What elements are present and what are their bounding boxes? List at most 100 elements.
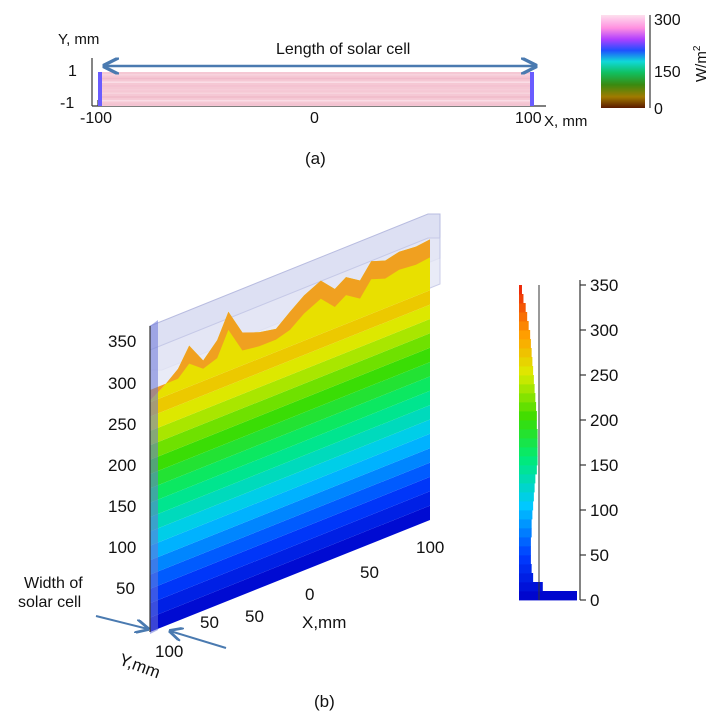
b-surface-band-11 <box>150 347 430 475</box>
b-colorbar-tick-marks <box>580 284 586 601</box>
b-surface-band-10 <box>150 362 430 489</box>
b-histogram-bar-6 <box>519 537 531 547</box>
b-surface-band-3 <box>150 462 430 589</box>
b-ztick-50: 50 <box>116 579 135 598</box>
a-streak-5 <box>102 92 530 95</box>
b-surface-band-9 <box>150 376 430 503</box>
b-histogram-bar-20 <box>519 411 537 421</box>
a-xlabel: X, mm <box>544 113 587 130</box>
a-ytick-1: 1 <box>68 63 77 80</box>
b-histogram-bar-13 <box>519 474 536 484</box>
caption-a: (a) <box>305 149 326 168</box>
a-cbar-label-base: W/m <box>693 51 710 82</box>
b-histogram-bar-5 <box>519 546 531 556</box>
b-histogram-bar-7 <box>519 528 532 538</box>
a-streak-8 <box>102 103 530 106</box>
b-surface-band-14 <box>150 304 430 431</box>
b-surface-band-12 <box>150 333 430 460</box>
b-cbar-tick-100: 100 <box>590 501 618 520</box>
b-surface-band-2 <box>150 476 430 604</box>
b-ztick-350: 350 <box>108 332 136 351</box>
b-surface-band-6 <box>150 419 430 546</box>
a-cbar-tick-150: 150 <box>654 64 681 81</box>
b-surface-band-7 <box>150 405 430 532</box>
b-surface-band-4 <box>150 448 430 575</box>
width-arrow-lower <box>170 631 227 649</box>
a-colorbar <box>601 15 645 108</box>
b-ytick-100: 100 <box>155 642 183 661</box>
a-right-edge <box>530 72 534 106</box>
b-histogram-bar-15 <box>519 456 538 466</box>
width-annotation-line2: solar cell <box>18 594 81 611</box>
b-histogram-bar-1 <box>519 582 543 592</box>
b-surface-band-0 <box>150 505 430 632</box>
b-top-band-orange <box>150 239 430 401</box>
b-histogram-bar-12 <box>519 483 535 493</box>
b-xlabel: X,mm <box>302 613 346 632</box>
a-cbar-label: W/m2 <box>692 45 710 82</box>
b-cbar-tick-250: 250 <box>590 366 618 385</box>
b-cbar-tick-150: 150 <box>590 456 618 475</box>
a-left-edge <box>98 72 102 106</box>
a-cbar-tick-0: 0 <box>654 101 663 118</box>
a-xtick-0: 0 <box>310 110 319 127</box>
b-histogram-bar-16 <box>519 447 538 457</box>
b-histogram-bar-2 <box>519 573 534 583</box>
b-xtick-100: 100 <box>416 538 444 557</box>
b-histogram-bar-27 <box>519 348 532 358</box>
b-xtick-50-right: 50 <box>360 563 379 582</box>
b-histogram-bar-22 <box>519 393 536 403</box>
a-ytick-neg1: -1 <box>60 95 74 112</box>
b-ztick-250: 250 <box>108 415 136 434</box>
a-streak-3 <box>102 85 530 87</box>
b-histogram-bar-28 <box>519 339 531 349</box>
b-histogram-bar-3 <box>519 564 532 574</box>
a-streak-2 <box>102 81 530 83</box>
b-histogram-bar-26 <box>519 357 533 367</box>
a-cbar-label-sup: 2 <box>692 45 703 51</box>
b-histogram-bar-9 <box>519 510 533 520</box>
b-surface-bands <box>150 290 430 632</box>
b-histogram-bar-31 <box>519 312 528 322</box>
b-surface-side <box>150 320 158 634</box>
b-colorbar-histogram <box>519 285 577 601</box>
b-xtick-50-left: 50 <box>245 607 264 626</box>
a-heatmap-streaks <box>102 74 530 106</box>
b-cbar-tick-200: 200 <box>590 411 618 430</box>
width-annotation-line1: Width of <box>24 575 83 592</box>
b-histogram-bar-32 <box>519 303 526 313</box>
a-xtick-neg100: -100 <box>80 110 112 127</box>
a-streak-1 <box>102 77 530 80</box>
b-ztick-300: 300 <box>108 374 136 393</box>
b-histogram-bar-25 <box>519 366 534 376</box>
b-histogram-bar-34 <box>519 285 522 295</box>
b-histogram-bar-21 <box>519 402 537 412</box>
b-histogram-bar-14 <box>519 465 537 475</box>
b-histogram-bar-33 <box>519 294 524 304</box>
caption-b: (b) <box>314 692 335 711</box>
b-surface-band-1 <box>150 491 430 618</box>
b-cbar-tick-50: 50 <box>590 546 609 565</box>
a-streak-6 <box>102 96 530 98</box>
a-streak-0 <box>102 74 530 76</box>
b-histogram-bar-8 <box>519 519 532 529</box>
b-surface-band-13 <box>150 319 430 446</box>
panel-a: Y, mm 1 -1 Length of solar cell -100 0 1… <box>58 12 710 168</box>
a-xtick-100: 100 <box>515 110 542 127</box>
b-cbar-tick-350: 350 <box>590 276 618 295</box>
b-histogram-bar-24 <box>519 375 534 385</box>
b-histogram-bar-10 <box>519 501 534 511</box>
b-histogram-bar-17 <box>519 438 538 448</box>
b-ztick-150: 150 <box>108 497 136 516</box>
b-cbar-tick-0: 0 <box>590 591 599 610</box>
b-histogram-bar-30 <box>519 321 529 331</box>
b-histogram-bar-23 <box>519 384 535 394</box>
length-annotation: Length of solar cell <box>276 41 410 58</box>
b-xtick-0: 0 <box>305 585 314 604</box>
b-ytick-50: 50 <box>200 613 219 632</box>
b-histogram-bar-11 <box>519 492 534 502</box>
b-surface-band-15 <box>150 290 430 417</box>
a-streak-4 <box>102 88 530 91</box>
